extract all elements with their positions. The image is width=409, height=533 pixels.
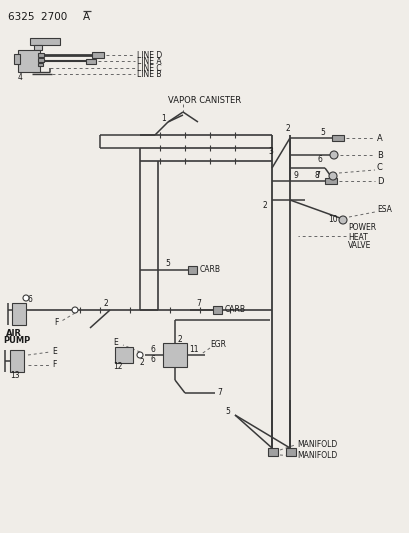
Text: CARB: CARB [225, 305, 245, 314]
Text: MANIFOLD: MANIFOLD [296, 440, 337, 449]
Text: 13: 13 [10, 372, 20, 381]
Bar [92, 52, 104, 58]
Text: LINE D: LINE D [137, 51, 162, 60]
Text: 8: 8 [314, 172, 319, 181]
Text: 2: 2 [262, 200, 267, 209]
Text: 5: 5 [319, 127, 324, 136]
Text: 6325  2700: 6325 2700 [8, 12, 67, 22]
Bar [213, 306, 221, 314]
Circle shape [338, 216, 346, 224]
Text: VAPOR CANISTER: VAPOR CANISTER [168, 95, 240, 104]
Text: 1: 1 [161, 114, 165, 123]
Text: B: B [376, 150, 382, 159]
Text: MANIFOLD: MANIFOLD [296, 451, 337, 461]
Circle shape [72, 307, 78, 313]
Text: 7: 7 [216, 389, 221, 398]
Text: CARB: CARB [200, 265, 220, 274]
Bar [86, 59, 96, 63]
Bar [14, 54, 20, 64]
Text: 9: 9 [293, 172, 298, 181]
Circle shape [328, 172, 336, 180]
Text: F: F [52, 360, 56, 369]
Bar [30, 38, 60, 45]
Bar [188, 266, 196, 274]
Text: E: E [113, 338, 117, 348]
Text: 7: 7 [196, 298, 200, 308]
Circle shape [329, 151, 337, 159]
Text: POWER: POWER [347, 223, 375, 232]
Text: 6: 6 [151, 356, 155, 365]
Bar [324, 178, 336, 184]
Bar [267, 448, 277, 456]
Text: LINE A: LINE A [137, 56, 161, 66]
Text: LINE C: LINE C [137, 63, 161, 72]
Bar [331, 135, 343, 141]
Text: C: C [376, 164, 382, 173]
Text: D: D [376, 176, 382, 185]
Text: 10: 10 [327, 215, 337, 224]
Bar [38, 63, 43, 66]
Text: LINE B: LINE B [137, 69, 161, 78]
Bar [12, 303, 26, 325]
Text: 5: 5 [164, 259, 169, 268]
Text: 6: 6 [151, 345, 155, 354]
Text: F: F [54, 319, 58, 327]
Circle shape [137, 352, 143, 358]
Text: 7: 7 [314, 172, 319, 181]
Text: VALVE: VALVE [347, 241, 371, 251]
Text: 3: 3 [267, 147, 272, 156]
Text: 2: 2 [139, 359, 144, 367]
Bar [38, 58, 44, 62]
Bar [38, 53, 44, 57]
Text: 2: 2 [285, 124, 290, 133]
Text: A: A [83, 12, 90, 22]
Text: 4: 4 [18, 72, 23, 82]
Bar [285, 448, 295, 456]
Text: 6: 6 [28, 295, 33, 304]
Text: 2: 2 [104, 298, 108, 308]
Bar [10, 350, 24, 372]
Bar [163, 343, 187, 367]
Bar [115, 347, 133, 363]
Bar [18, 50, 40, 72]
Text: 2: 2 [178, 335, 182, 344]
Text: 11: 11 [189, 345, 198, 354]
Text: ESA: ESA [376, 206, 391, 214]
Bar [34, 45, 42, 50]
Text: 5: 5 [225, 408, 229, 416]
Text: PUMP: PUMP [3, 336, 30, 345]
Text: AIR: AIR [6, 329, 22, 338]
Text: A: A [376, 133, 382, 142]
Text: E: E [52, 348, 56, 357]
Text: 12: 12 [113, 362, 122, 372]
Text: EGR: EGR [209, 341, 225, 350]
Circle shape [23, 295, 29, 301]
Text: HEAT: HEAT [347, 232, 367, 241]
Text: 6: 6 [317, 155, 322, 164]
